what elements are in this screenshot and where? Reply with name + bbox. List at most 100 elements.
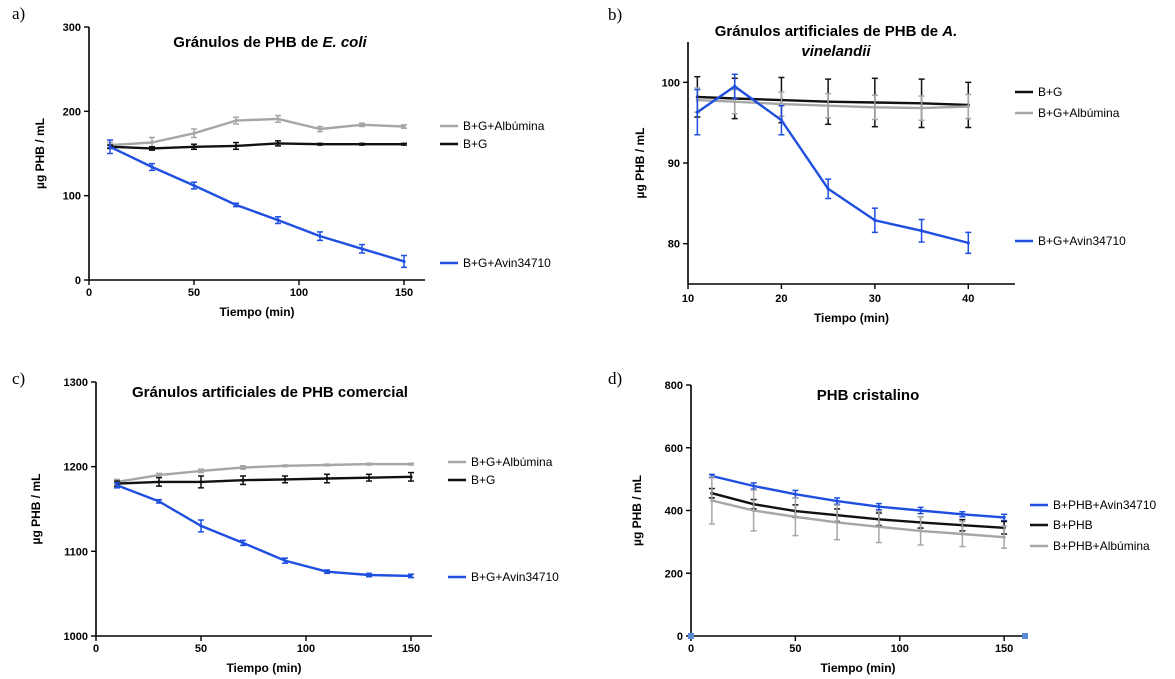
data-point [360,142,364,146]
y-tick-label: 100 [63,191,81,203]
data-point [360,247,364,251]
data-point [966,104,970,109]
x-tick-label: 150 [402,643,420,655]
data-point [234,203,238,207]
data-point [919,529,923,533]
x-tick-label: 100 [297,643,315,655]
data-point [877,505,881,509]
data-point [150,146,154,151]
data-point [192,183,196,188]
data-point [192,145,196,149]
series-line [109,117,405,147]
legend-label: B+PHB+Albúmina [1053,539,1150,553]
data-point [1002,535,1006,539]
series-line [711,499,1005,539]
y-tick-label: 100 [662,77,680,89]
y-tick-label: 80 [668,239,680,251]
data-point [157,499,161,503]
series-line [116,462,411,484]
x-tick-label: 10 [682,293,694,305]
data-point [283,464,287,468]
x-tick-label: 100 [290,287,308,299]
chart-panel-1: a) Gránulos de PHB de E. coli 0 50 100 150 0 10… [12,4,551,319]
chart-panel-4: d) PHB cristalino 0 50 100 150 0 200 400 600 800 Ti… [608,369,1157,675]
data-point [1002,515,1006,520]
data-point [966,241,970,245]
data-point [241,478,245,482]
legend-label: B+G [471,473,495,487]
data-point [402,259,406,264]
legend-label: B+G+Avin34710 [471,570,559,584]
data-point [779,118,784,122]
data-point [409,475,413,479]
data-point [283,559,287,563]
data-point [318,234,322,238]
data-point [695,110,699,114]
data-point [835,520,839,525]
y-tick-label: 200 [63,106,81,118]
x-axis-title: Tiempo (min) [226,661,301,675]
data-point [409,574,413,578]
chart-title: Gránulos artificiales de PHB de A. [715,23,958,40]
chart-title-text: Gránulos de PHB de [173,34,322,51]
data-point [960,512,964,516]
legend-label: B+G+Albúmina [471,455,553,469]
y-tick-label: 300 [63,22,81,34]
panel-letter: b) [608,5,622,24]
series-line [116,475,412,485]
panel-letter: c) [12,369,25,388]
panel-letter: d) [608,369,622,388]
data-point [115,483,119,487]
data-point [793,515,797,519]
axis-end-marker [1022,633,1028,639]
series-B+PHB+Avin34710 [708,473,1008,522]
x-tick-label: 40 [962,293,974,305]
data-point [919,229,924,233]
data-point [793,492,797,496]
y-tick-label: 1200 [64,462,88,474]
chart-title: Gránulos artificiales de PHB comercial [132,384,408,401]
x-tick-label: 50 [789,643,801,655]
data-point [367,476,371,480]
data-point [752,508,756,513]
x-tick-label: 150 [995,643,1013,655]
chart-title-species: E. coli [323,34,368,51]
data-point [241,541,245,545]
legend-label: B+PHB+Avin34710 [1053,498,1157,512]
data-point [325,463,329,467]
data-point [108,145,112,149]
panel-letter: a) [12,4,25,23]
data-point [835,499,839,503]
legend-label: B+G+Avin34710 [1038,234,1126,248]
data-point [919,508,923,513]
y-axis-title: µg PHB / mL [633,128,647,199]
data-point [779,102,784,106]
y-tick-label: 400 [665,506,683,518]
series-line [109,142,404,150]
data-point [318,127,322,131]
data-point [367,462,371,466]
data-point [157,473,161,477]
y-tick-label: 1100 [64,546,88,558]
series-line [116,484,412,578]
chart-title: PHB cristalino [817,387,920,404]
data-point [318,142,322,146]
series-line [711,474,1005,519]
series-B+G+Albúmina [114,462,414,486]
data-point [276,117,280,121]
data-point [157,480,161,484]
data-point [367,573,371,577]
y-tick-label: 0 [677,631,683,643]
y-axis-title: µg PHB / mL [33,118,47,189]
legend-label: B+G+Albúmina [463,119,545,133]
series-B+G+Avin34710 [114,482,414,579]
data-point [150,140,154,145]
series-B+G+Avin34710 [107,139,407,269]
chart-title-species: A. [941,23,957,40]
x-tick-label: 0 [93,643,99,655]
y-tick-label: 0 [75,275,81,287]
data-point [402,142,406,146]
x-tick-label: 50 [188,287,200,299]
data-point [877,525,881,529]
y-tick-label: 90 [668,158,680,170]
